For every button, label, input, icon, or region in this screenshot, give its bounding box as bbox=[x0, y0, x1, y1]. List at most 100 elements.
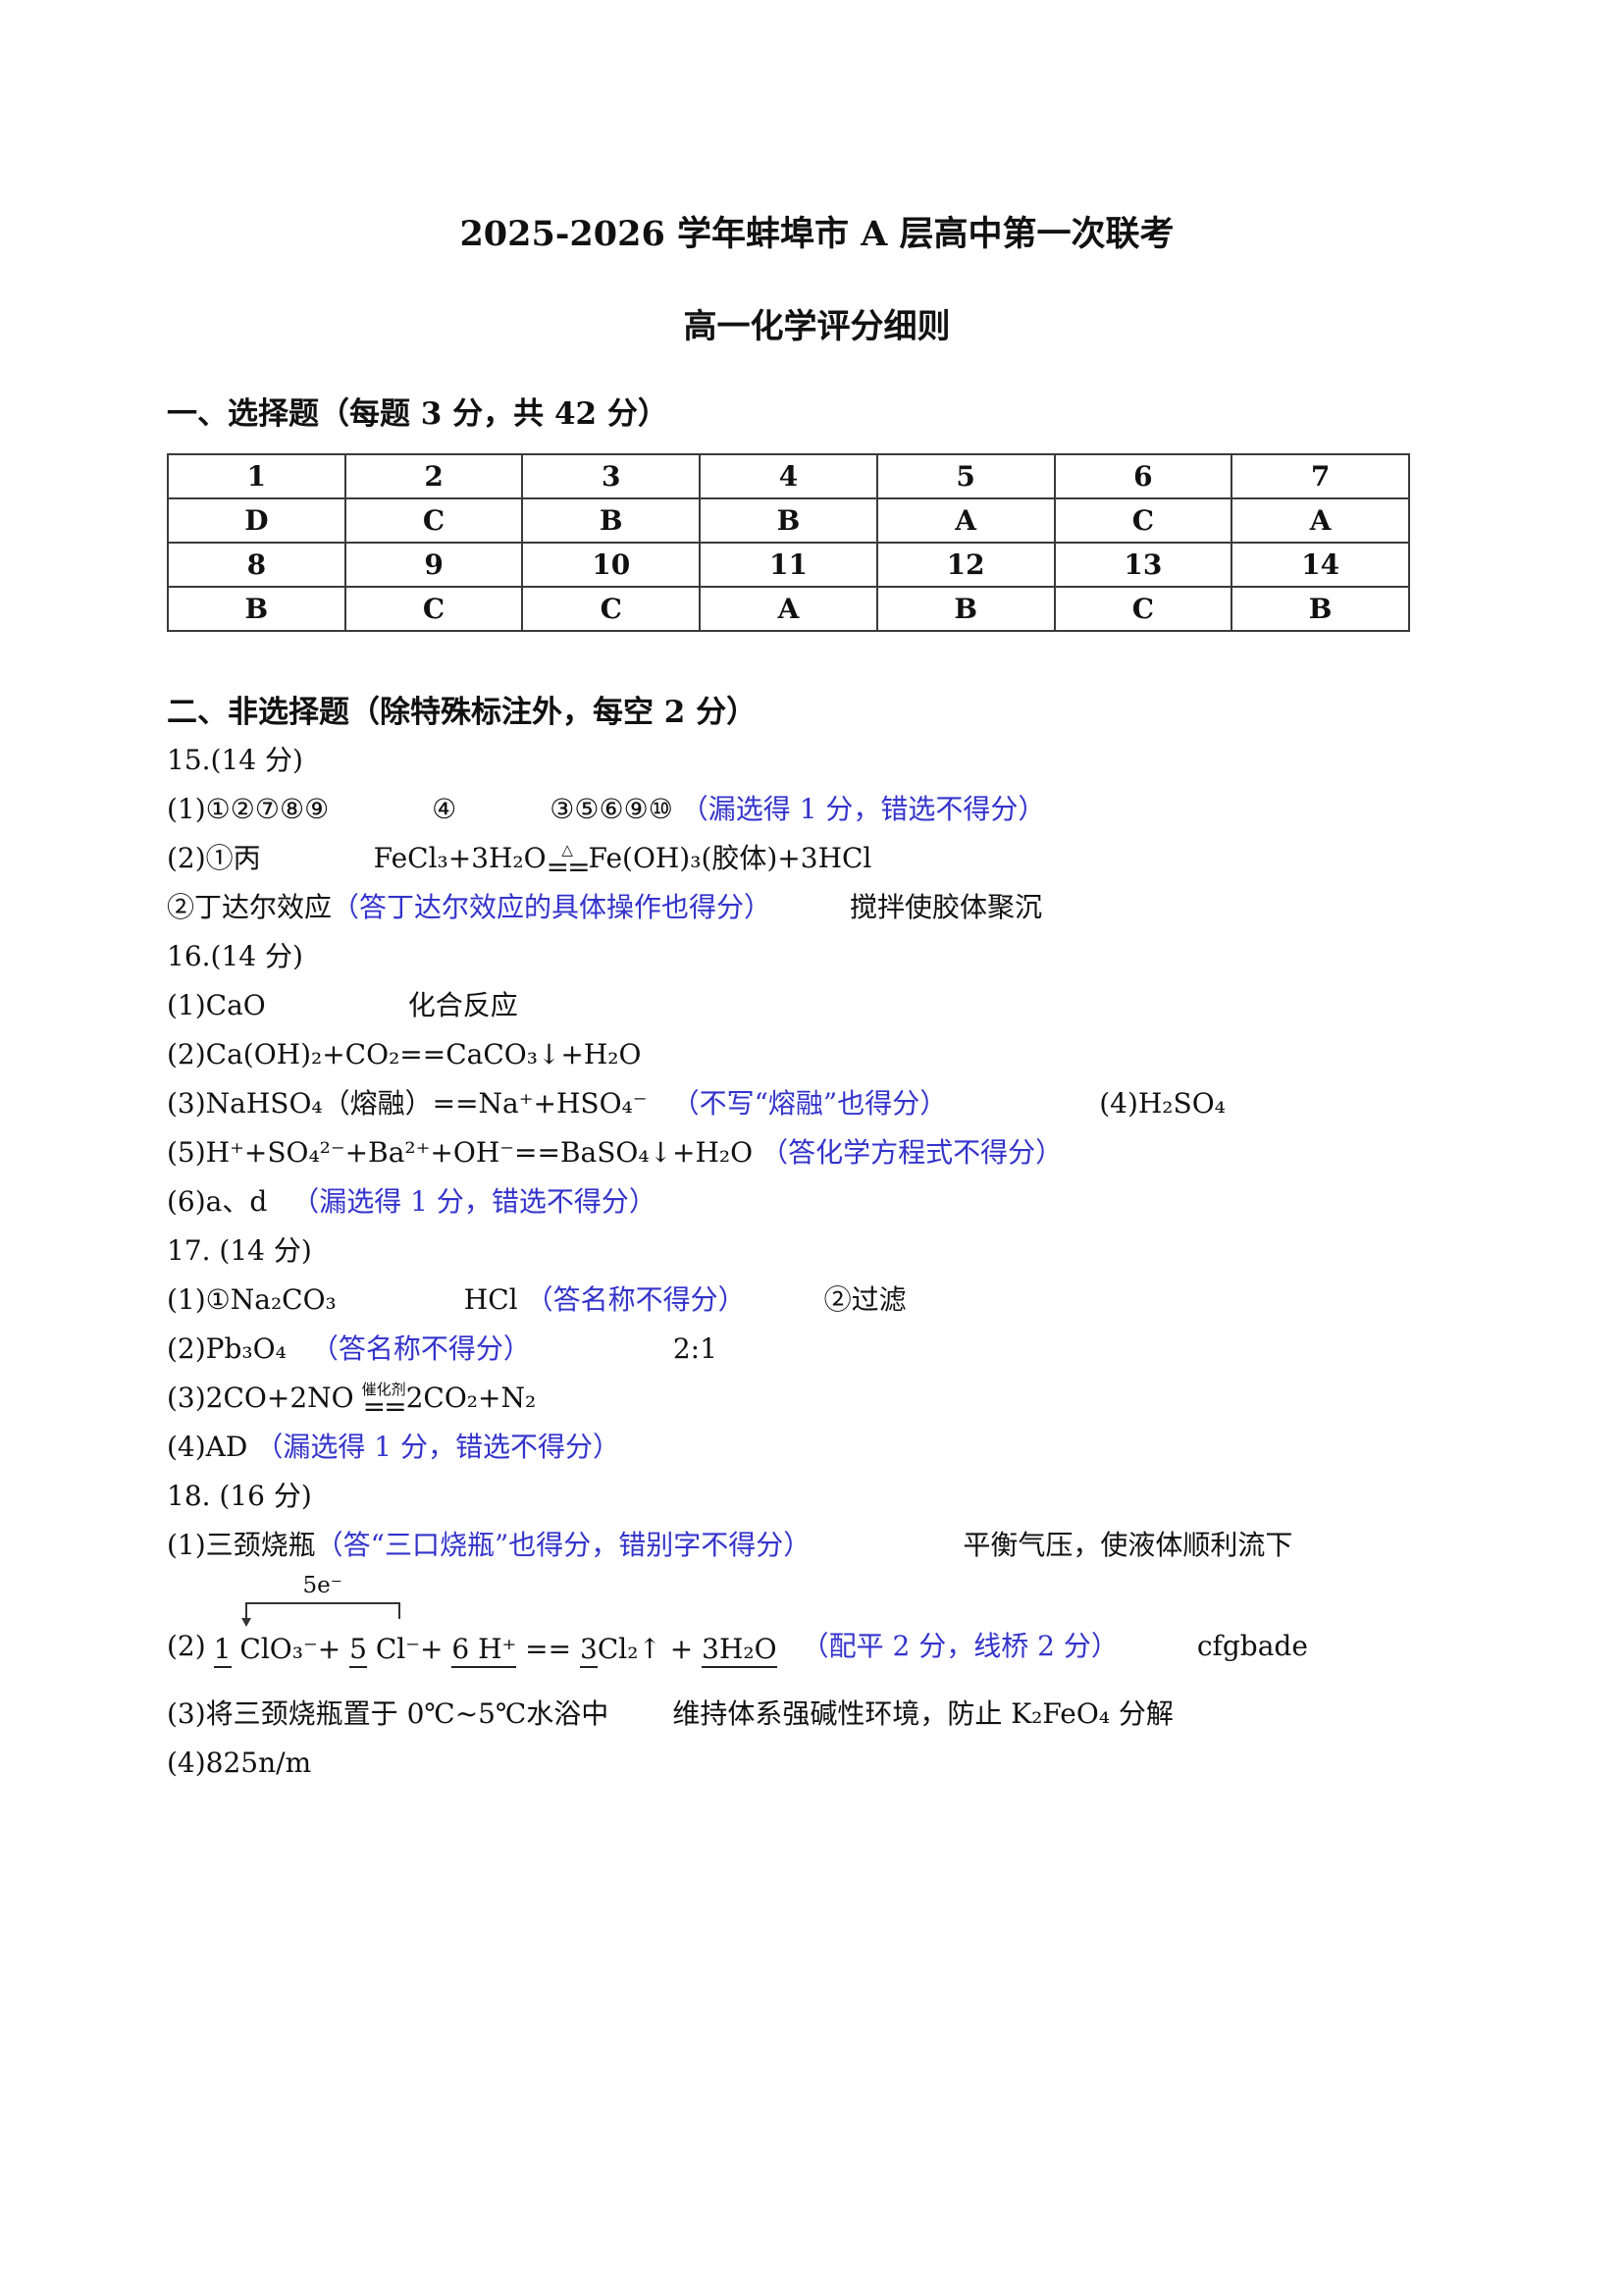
q16-answer-line-5: (6)a、d （漏选得 1 分，错选不得分） bbox=[167, 1177, 1467, 1226]
answer-text: (2)①丙 bbox=[167, 842, 261, 874]
equation-lhs: FeCl₃+3H₂O bbox=[373, 842, 547, 874]
q18-answer-line-4: (4)825n/m bbox=[167, 1739, 1467, 1788]
answer-text: 2:1 bbox=[672, 1332, 717, 1365]
q16-answer-line-1: (1)CaO 化合反应 bbox=[167, 981, 1467, 1030]
underlined-coefficient: 1 bbox=[213, 1633, 232, 1668]
equation-segment: ClO₃⁻+ bbox=[231, 1633, 350, 1665]
bridge-line-icon bbox=[240, 1602, 400, 1627]
grading-note: （答名称不得分） bbox=[525, 1283, 746, 1316]
grading-note: （答化学方程式不得分） bbox=[760, 1136, 1064, 1169]
underlined-coefficient: 3 bbox=[580, 1633, 598, 1668]
chemical-equation: (2)Ca(OH)₂+CO₂==CaCO₃↓+H₂O bbox=[167, 1038, 642, 1070]
answer-letter-cell: A bbox=[699, 586, 878, 632]
q17-answer-line-3: (3)2CO+2NO 催化剂 == 2CO₂+N₂ bbox=[167, 1374, 1467, 1423]
chemical-equation: (5)H⁺+SO₄²⁻+Ba²⁺+OH⁻==BaSO₄↓+H₂O bbox=[167, 1136, 754, 1169]
answer-table: 1 2 3 4 5 6 7 D C B B A C A 8 9 10 11 12 13 14 B C C A B C B bbox=[167, 453, 1410, 632]
question-number-cell: 9 bbox=[343, 542, 524, 588]
condition-label: 催化剂 bbox=[361, 1381, 406, 1398]
grading-note: （漏选得 1 分，错选不得分） bbox=[291, 1185, 656, 1218]
question-number-cell: 5 bbox=[875, 453, 1056, 499]
answer-text: 平衡气压，使液体顺利流下 bbox=[963, 1529, 1293, 1561]
answer-text: cfgbade bbox=[1196, 1630, 1308, 1662]
q18-answer-line-1: (1)三颈烧瓶（答“三口烧瓶”也得分，错别字不得分） 平衡气压，使液体顺利流下 bbox=[167, 1521, 1467, 1570]
question-number-cell: 3 bbox=[521, 453, 702, 499]
answer-text: ④ bbox=[432, 793, 457, 825]
q17-answer-line-2: (2)Pb₃O₄ （答名称不得分） 2:1 bbox=[167, 1325, 1467, 1374]
answer-text: ②过滤 bbox=[823, 1283, 907, 1316]
question-15-label: 15.(14 分) bbox=[167, 744, 303, 776]
grading-note: （漏选得 1 分，错选不得分） bbox=[255, 1431, 620, 1463]
redox-equation-segments: 1 ClO₃⁻+ 5 Cl⁻+ 6 H⁺ == 3Cl₂↑ + 3H₂O bbox=[213, 1633, 777, 1668]
equation-rhs: 2CO₂+N₂ bbox=[405, 1382, 537, 1414]
arrow-down-icon bbox=[240, 1618, 251, 1627]
q15-answer-line-3: ②丁达尔效应（答丁达尔效应的具体操作也得分） 搅拌使胶体聚沉 bbox=[167, 883, 1467, 932]
answer-text: (1)三颈烧瓶 bbox=[167, 1529, 316, 1561]
equation-rhs: Fe(OH)₃(胶体)+3HCl bbox=[588, 842, 872, 874]
question-number-cell: 11 bbox=[699, 542, 878, 588]
answer-text: (4)AD bbox=[167, 1431, 248, 1463]
answer-letter-cell: C bbox=[1053, 586, 1233, 632]
equals-sign: == bbox=[546, 851, 591, 883]
answer-text: 维持体系强碱性环境，防止 K₂FeO₄ 分解 bbox=[672, 1697, 1174, 1730]
chemical-equation: (3)2CO+2NO 催化剂 == 2CO₂+N₂ bbox=[167, 1381, 537, 1421]
question-17-label: 17. (14 分) bbox=[167, 1234, 312, 1267]
answer-letter-cell: D bbox=[167, 497, 346, 544]
q15-answer-line-2: (2)①丙 FeCl₃+3H₂O △ == Fe(OH)₃(胶体)+3HCl bbox=[167, 834, 1467, 883]
grading-note: （答“三口烧瓶”也得分，错别字不得分） bbox=[315, 1529, 812, 1561]
answer-letter-cell: C bbox=[521, 586, 702, 632]
answer-letter-cell: C bbox=[343, 497, 524, 544]
page-subtitle: 高一化学评分细则 bbox=[683, 307, 951, 346]
q17-answer-line-4: (4)AD （漏选得 1 分，错选不得分） bbox=[167, 1423, 1467, 1472]
equation-segment: == bbox=[516, 1633, 581, 1665]
chemical-equation: FeCl₃+3H₂O △ == Fe(OH)₃(胶体)+3HCl bbox=[373, 841, 872, 883]
document-content: 2025-2026 学年蚌埠市 A 层高中第一次联考 高一化学评分细则 一、选择… bbox=[0, 214, 1624, 1788]
grading-note: （漏选得 1 分，错选不得分） bbox=[680, 793, 1046, 825]
q15-answer-line-1: (1)①②⑦⑧⑨ ④ ③⑤⑥⑨⑩ （漏选得 1 分，错选不得分） bbox=[167, 785, 1467, 834]
answer-text: (3)将三颈烧瓶置于 0℃~5℃水浴中 bbox=[167, 1697, 609, 1730]
q16-answer-line-2: (2)Ca(OH)₂+CO₂==CaCO₃↓+H₂O bbox=[167, 1030, 1467, 1079]
answer-text: ②丁达尔效应 bbox=[167, 891, 333, 923]
redox-equation: 5e⁻ 1 ClO₃⁻+ 5 Cl⁻+ 6 H⁺ == 3Cl₂↑ + 3H₂O bbox=[213, 1573, 777, 1674]
page-title: 2025-2026 学年蚌埠市 A 层高中第一次联考 bbox=[459, 214, 1175, 254]
equation-segment: Cl⁻+ bbox=[366, 1633, 452, 1665]
answer-text: (4)H₂SO₄ bbox=[1099, 1087, 1226, 1120]
question-number-cell: 12 bbox=[875, 542, 1056, 588]
question-number-cell: 10 bbox=[521, 542, 702, 588]
answer-letter-cell: B bbox=[1231, 586, 1410, 632]
answer-text: (1)①②⑦⑧⑨ bbox=[167, 793, 330, 825]
equation-lhs: (3)2CO+2NO bbox=[167, 1382, 354, 1414]
answer-letter-cell: C bbox=[1053, 497, 1233, 544]
answer-text: (2)Pb₃O₄ bbox=[167, 1332, 287, 1365]
answer-letter-cell: C bbox=[343, 586, 524, 632]
question-number-cell: 1 bbox=[167, 453, 346, 499]
answer-text: 搅拌使胶体聚沉 bbox=[850, 891, 1043, 923]
equation-segment: Cl₂↑ + bbox=[597, 1633, 703, 1665]
question-number-cell: 13 bbox=[1053, 542, 1233, 588]
electron-count-label: 5e⁻ bbox=[302, 1573, 342, 1598]
underlined-coefficient: 6 H⁺ bbox=[451, 1633, 517, 1668]
underlined-coefficient: 3H₂O bbox=[702, 1633, 777, 1668]
question-number-cell: 14 bbox=[1231, 542, 1410, 588]
question-number-cell: 6 bbox=[1053, 453, 1233, 499]
answer-letter-cell: B bbox=[167, 586, 346, 632]
answer-letter-cell: B bbox=[875, 586, 1056, 632]
grading-note: （答丁达尔效应的具体操作也得分） bbox=[332, 891, 772, 923]
answer-prefix: (2) bbox=[167, 1630, 206, 1662]
reaction-condition: 催化剂 == bbox=[361, 1381, 407, 1421]
answer-letter-cell: A bbox=[875, 497, 1056, 544]
question-number-cell: 7 bbox=[1231, 453, 1410, 499]
q16-answer-line-4: (5)H⁺+SO₄²⁻+Ba²⁺+OH⁻==BaSO₄↓+H₂O （答化学方程式不… bbox=[167, 1128, 1467, 1177]
question-number-row: 8 9 10 11 12 13 14 bbox=[167, 542, 1410, 588]
question-number-cell: 8 bbox=[167, 542, 346, 588]
q18-answer-line-3: (3)将三颈烧瓶置于 0℃~5℃水浴中 维持体系强碱性环境，防止 K₂FeO₄ 分… bbox=[167, 1690, 1467, 1739]
question-number-cell: 2 bbox=[343, 453, 524, 499]
answer-text: (4)825n/m bbox=[167, 1747, 312, 1779]
question-16-label: 16.(14 分) bbox=[167, 940, 303, 972]
condition-label: △ bbox=[561, 841, 573, 859]
answer-letter-cell: A bbox=[1231, 497, 1410, 544]
answer-text: HCl bbox=[463, 1283, 518, 1316]
chemical-equation: (3)NaHSO₄（熔融）==Na⁺+HSO₄⁻ bbox=[167, 1087, 648, 1120]
grading-note: （答名称不得分） bbox=[310, 1332, 531, 1365]
answer-text: 化合反应 bbox=[407, 989, 518, 1021]
